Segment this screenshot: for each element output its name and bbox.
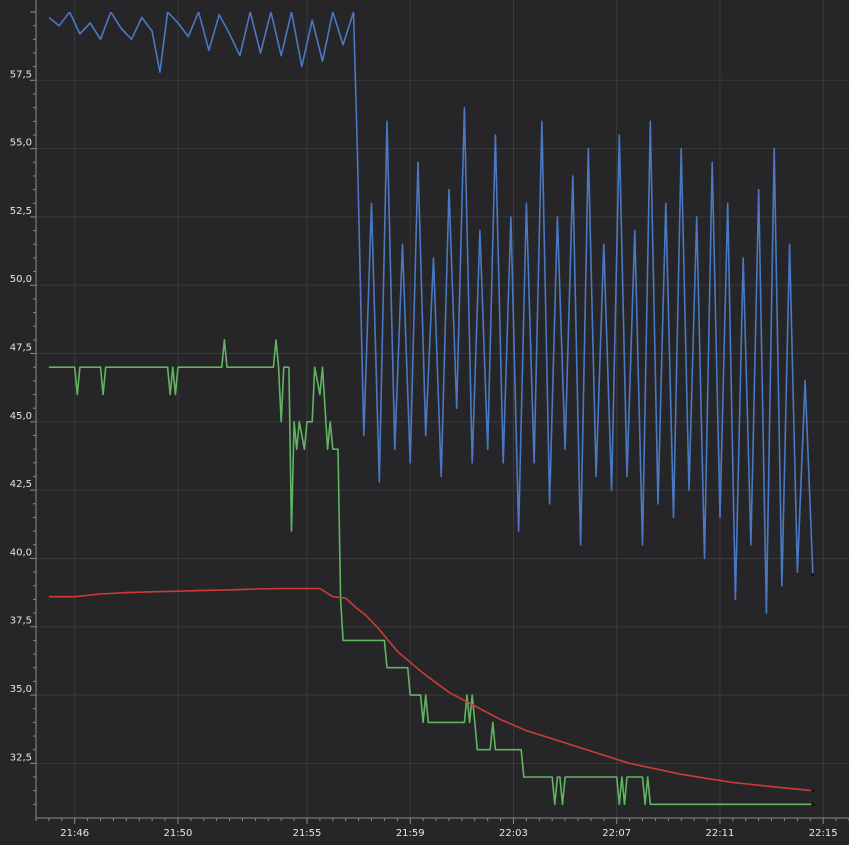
axes	[30, 0, 849, 824]
series-line-1	[48, 12, 814, 614]
y-tick-label: 37,5	[10, 616, 32, 627]
x-tick-label: 21:50	[164, 828, 193, 839]
x-tick-label: 21:46	[60, 828, 89, 839]
x-tick-label: 22:11	[706, 828, 735, 839]
y-tick-label: 50,0	[10, 274, 32, 285]
x-tick-label: 21:55	[293, 828, 322, 839]
x-tick-label: 22:15	[809, 828, 838, 839]
y-tick-label: 55,0	[10, 138, 32, 149]
x-tick-label: 22:07	[602, 828, 631, 839]
tick-labels: 32,5 35,0 37,5 40,0 42,5 45,0 47,5 50,0 52,5 55,0…	[10, 69, 838, 839]
grid	[36, 0, 849, 818]
y-tick-label: 32,5	[10, 752, 32, 763]
x-tick-label: 22:03	[499, 828, 528, 839]
y-tick-label: 45,0	[10, 411, 32, 422]
series-end-marker	[811, 573, 815, 577]
y-tick-label: 42,5	[10, 479, 32, 490]
series-group	[48, 12, 814, 806]
y-tick-label: 47,5	[10, 343, 32, 354]
series-line-3	[48, 587, 813, 792]
y-tick-label: 40,0	[10, 547, 32, 558]
y-tick-label: 35,0	[10, 684, 32, 695]
series-end-marker	[811, 802, 815, 806]
y-tick-label: 57,5	[10, 69, 32, 80]
series-end-marker	[811, 789, 815, 793]
x-tick-label: 21:59	[396, 828, 425, 839]
series-line-2	[48, 339, 813, 806]
y-tick-label: 52,5	[10, 206, 32, 217]
